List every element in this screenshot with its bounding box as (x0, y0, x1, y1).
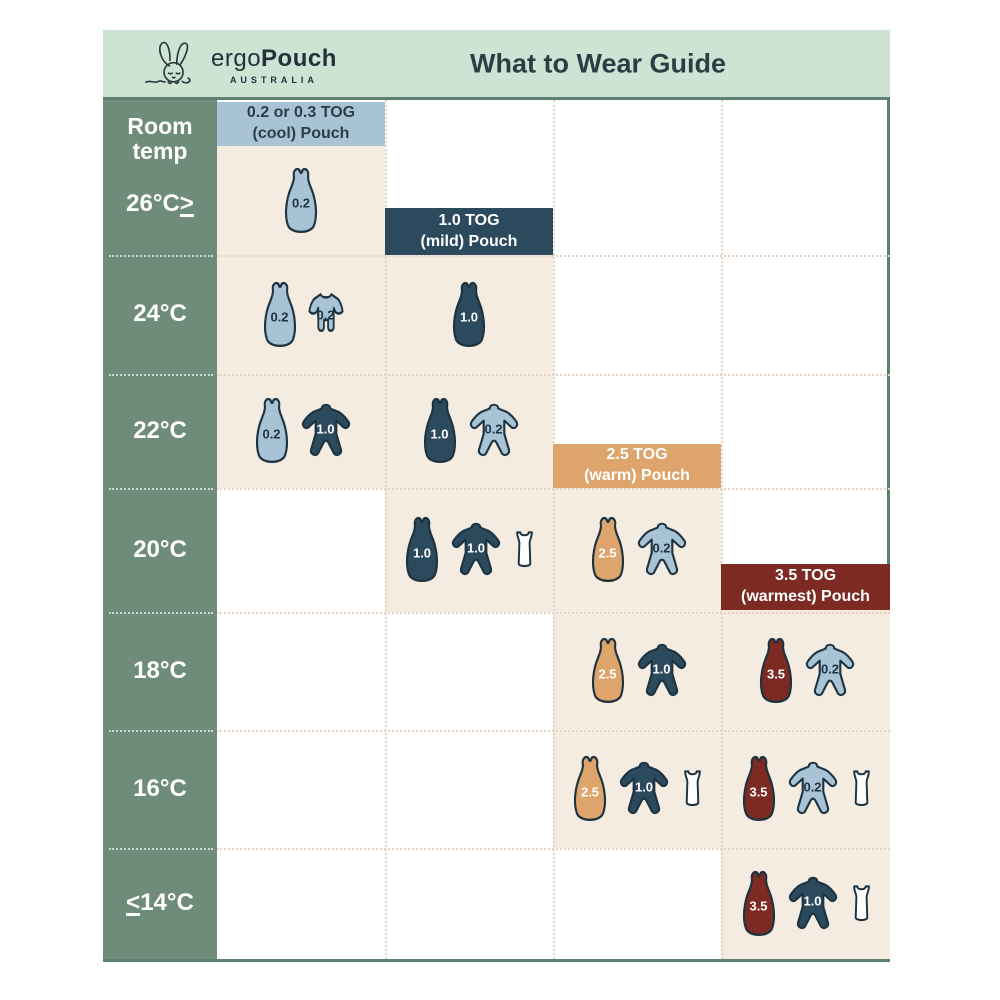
tog-label: 1.0 (316, 421, 335, 437)
tog-label: 2.5 (580, 784, 600, 800)
onesie-icon: 1.0 (786, 875, 840, 933)
column-header-warm: 2.5 TOG (warm) Pouch (553, 444, 721, 488)
grid-line (721, 100, 723, 959)
tog-label: 1.0 (803, 893, 822, 909)
grid-line (385, 100, 387, 959)
brand-name-light: ergo (211, 45, 262, 72)
grid-line (109, 374, 213, 376)
tog-label: 1.0 (459, 309, 479, 325)
temp-label-18: 18°C (133, 657, 187, 684)
romper-icon: 0.2 (307, 291, 345, 339)
cell-14c-warmest: 3.5 1.0 (721, 848, 890, 959)
column-header-cool: 0.2 or 0.3 TOG (cool) Pouch (217, 102, 385, 146)
pouch-icon: 3.5 (737, 869, 781, 939)
tog-label: 1.0 (466, 540, 486, 556)
grid-line (109, 612, 213, 614)
tog-label: 2.5 (598, 666, 617, 682)
tog-label: 1.0 (412, 545, 432, 561)
temp-label-20: 20°C (133, 536, 187, 563)
pouch-icon: 0.2 (250, 396, 294, 466)
cell-16c-warmest: 3.5 0.2 (721, 730, 890, 848)
onesie-icon: 1.0 (635, 642, 689, 700)
tog-label: 0.2 (270, 309, 289, 325)
tog-label: 3.5 (749, 784, 768, 800)
grid-line (109, 488, 213, 490)
tog-label: 1.0 (652, 661, 671, 677)
onesie-icon: 1.0 (299, 402, 353, 460)
pouch-icon: 3.5 (737, 754, 781, 824)
cell-18c-warmest: 3.5 0.2 (721, 612, 890, 730)
cell-24c-cool: 0.2 0.2 (217, 255, 385, 374)
pouch-icon: 0.2 (258, 280, 302, 350)
temp-label-22: 22°C (133, 417, 187, 444)
onesie-icon: 0.2 (635, 521, 689, 579)
tog-label: 0.2 (262, 426, 281, 442)
grid-line (553, 100, 555, 959)
onesie-icon: 0.2 (786, 760, 840, 818)
header-bar: ergoPouch AUSTRALIA What to Wear Guide (103, 30, 890, 100)
temp-label-14: <14°C (126, 889, 194, 917)
brand-subtext: AUSTRALIA (229, 75, 318, 85)
bunny-icon (145, 41, 191, 85)
pouch-icon: 1.0 (447, 280, 491, 350)
tog-label: 0.2 (652, 540, 671, 556)
tog-label: 0.2 (820, 661, 840, 677)
grid-line (109, 255, 213, 257)
pouch-icon: 2.5 (586, 636, 630, 706)
tog-label: 0.2 (803, 779, 822, 795)
onesie-icon: 0.2 (803, 642, 857, 700)
tog-label: 0.2 (291, 195, 311, 211)
tog-label: 2.5 (598, 545, 617, 561)
cell-18c-warm: 2.5 1.0 (553, 612, 721, 730)
singlet-icon (679, 769, 706, 809)
pouch-icon: 1.0 (418, 396, 462, 466)
brand-name-bold: Pouch (261, 45, 337, 72)
onesie-icon: 1.0 (617, 760, 671, 818)
pouch-icon: 2.5 (586, 515, 630, 585)
tog-label: 1.0 (634, 779, 654, 795)
cell-20c-mild: 1.0 1.0 (385, 488, 553, 612)
wear-guide-table: Room temp 26°C> 24°C 22°C 20°C 18°C 16°C (103, 100, 890, 962)
pouch-icon: 3.5 (754, 636, 798, 706)
onesie-icon: 1.0 (449, 521, 503, 579)
tog-label: 1.0 (430, 426, 449, 442)
cell-20c-warm: 2.5 0.2 (553, 488, 721, 612)
pouch-icon: 1.0 (400, 515, 444, 585)
singlet-icon (511, 530, 538, 570)
tog-label: 3.5 (749, 898, 768, 914)
cell-16c-warm: 2.5 1.0 (553, 730, 721, 848)
pouch-icon: 2.5 (568, 754, 612, 824)
room-temp-column: Room temp 26°C> 24°C 22°C 20°C 18°C 16°C (103, 100, 217, 959)
tog-label: 0.2 (316, 307, 335, 322)
temp-label-26: 26°C> (126, 190, 194, 218)
pouch-icon: 0.2 (279, 166, 323, 236)
tog-label: 3.5 (766, 666, 786, 682)
cell-24c-mild: 1.0 (385, 255, 553, 374)
temp-label-16: 16°C (133, 775, 187, 802)
guide-sheet: ergoPouch AUSTRALIA What to Wear Guide R… (103, 30, 890, 962)
brand-wordmark: ergoPouch AUSTRALIA (211, 45, 337, 85)
tog-label: 0.2 (484, 421, 503, 437)
temp-label-24: 24°C (133, 300, 187, 327)
onesie-icon: 0.2 (467, 402, 521, 460)
room-temp-header: Room temp (127, 113, 193, 164)
singlet-icon (848, 884, 875, 924)
brand-logo: ergoPouch AUSTRALIA (145, 38, 337, 92)
column-header-warmest: 3.5 TOG (warmest) Pouch (721, 564, 890, 610)
column-header-mild: 1.0 TOG (mild) Pouch (385, 208, 553, 255)
cell-22c-cool: 0.2 1.0 (217, 374, 385, 488)
grid-line (109, 730, 213, 732)
grid-line (109, 848, 213, 850)
cell-22c-mild: 1.0 0.2 (385, 374, 553, 488)
cell-26c-cool: 0.2 (217, 146, 385, 255)
singlet-icon (848, 769, 875, 809)
page-title: What to Wear Guide (469, 48, 727, 78)
